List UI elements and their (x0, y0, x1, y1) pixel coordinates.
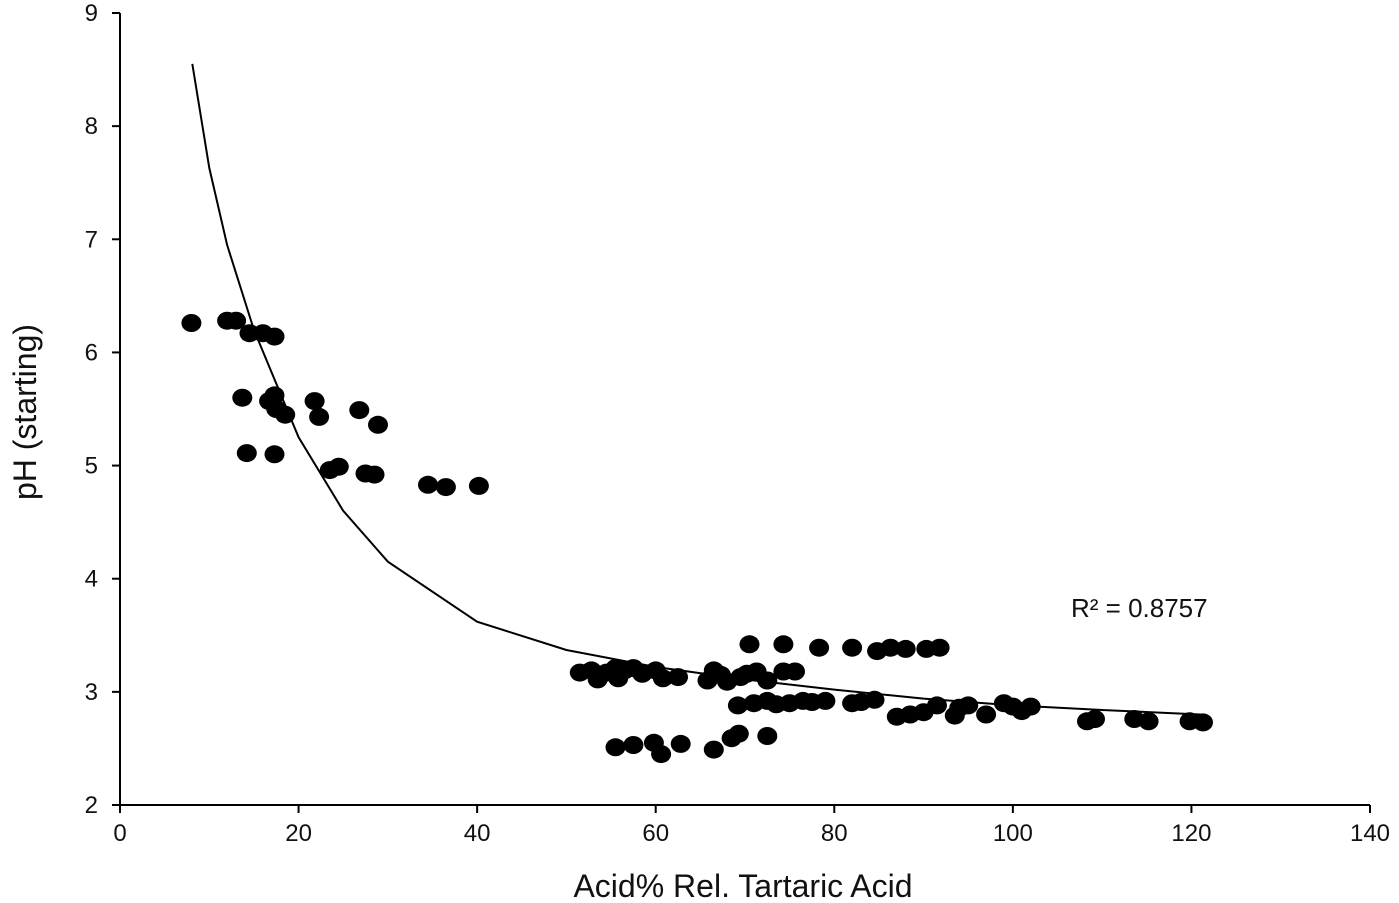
y-tick-label: 4 (85, 566, 98, 593)
data-point (1085, 710, 1105, 728)
y-tick-label: 7 (85, 226, 98, 253)
data-point (809, 638, 830, 657)
y-tick-label: 8 (85, 113, 98, 140)
data-point (727, 696, 748, 715)
data-point (364, 465, 385, 484)
data-point (309, 407, 330, 426)
data-point (328, 457, 349, 476)
data-point (703, 740, 724, 759)
data-point (670, 734, 691, 753)
y-tick-label: 6 (85, 339, 98, 366)
data-point (785, 662, 805, 681)
x-tick-label: 20 (285, 820, 312, 847)
data-point (275, 405, 296, 424)
data-point (418, 475, 438, 494)
data-point (927, 696, 947, 715)
axes (119, 13, 1370, 806)
y-axis-label: pH (starting) (7, 324, 43, 500)
x-ticks: 0 20 40 60 80 100 120 140 (113, 805, 1390, 847)
y-tick-label: 2 (85, 792, 98, 819)
data-point (739, 635, 760, 654)
data-point (264, 445, 285, 464)
data-point (773, 635, 794, 654)
data-point (605, 738, 626, 757)
data-point (842, 638, 863, 657)
data-point (1138, 712, 1159, 731)
x-tick-label: 0 (113, 820, 126, 847)
x-tick-label: 60 (642, 820, 669, 847)
x-tick-label: 40 (464, 820, 491, 847)
data-point (181, 314, 202, 332)
x-axis-label: Acid% Rel. Tartaric Acid (573, 868, 912, 903)
data-point (652, 669, 673, 688)
data-point (958, 696, 979, 715)
data-point (349, 401, 370, 420)
data-point (1020, 697, 1041, 716)
data-point (435, 478, 456, 497)
data-point (468, 476, 489, 495)
data-point (929, 638, 950, 657)
y-tick-label: 3 (85, 679, 98, 706)
data-point (976, 705, 997, 724)
data-points (181, 311, 1213, 764)
data-point (895, 639, 916, 658)
x-tick-label: 80 (821, 820, 848, 847)
r-squared-annotation: R² = 0.8757 (1071, 593, 1208, 623)
trendline-group (191, 63, 1201, 716)
x-tick-label: 140 (1350, 820, 1390, 847)
data-point (1193, 713, 1213, 732)
data-point (757, 727, 778, 745)
data-point (232, 388, 253, 407)
logarithmic-trendline (191, 63, 1201, 716)
data-point (651, 745, 672, 764)
data-point (304, 392, 325, 411)
data-point (264, 327, 285, 346)
y-tick-label: 5 (85, 453, 98, 480)
data-point (728, 724, 749, 743)
y-tick-label: 9 (85, 0, 98, 27)
data-point (226, 311, 247, 330)
data-point (757, 671, 778, 690)
data-point (668, 668, 688, 687)
data-point (236, 444, 257, 463)
x-tick-label: 100 (993, 820, 1033, 847)
y-ticks: 2 3 4 5 6 7 8 9 (85, 0, 120, 819)
data-point (368, 415, 388, 434)
data-point (623, 736, 644, 754)
data-point (864, 690, 885, 709)
data-point (815, 691, 836, 710)
x-tick-label: 120 (1171, 820, 1211, 847)
data-point (880, 638, 901, 657)
